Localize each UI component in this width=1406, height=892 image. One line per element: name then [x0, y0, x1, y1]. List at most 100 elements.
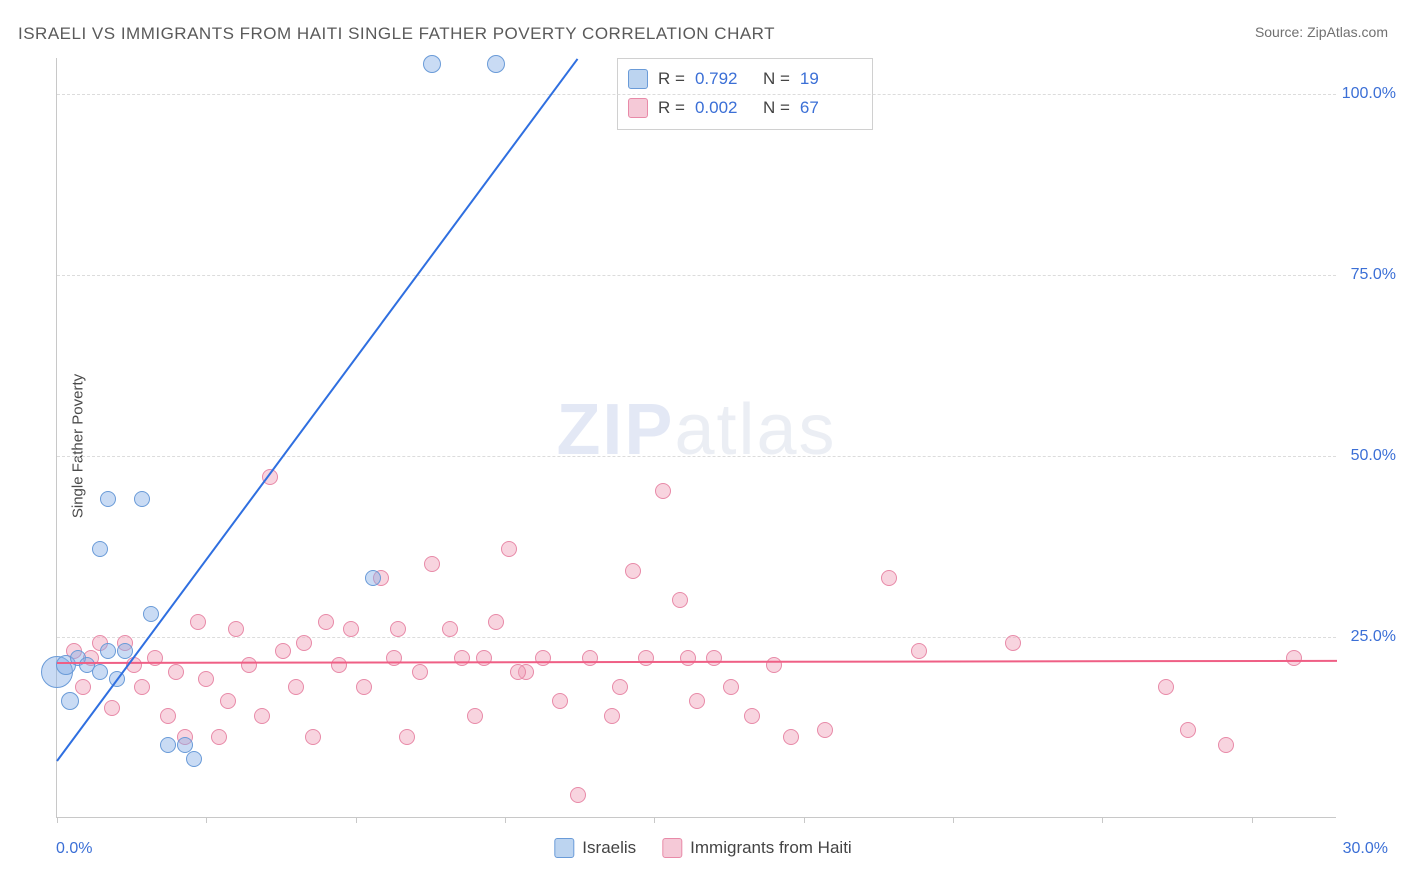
scatter-point-israelis: [61, 692, 79, 710]
x-tick: [57, 817, 58, 823]
scatter-point-israelis: [487, 55, 505, 73]
watermark-zip: ZIP: [556, 389, 674, 469]
scatter-point-israelis: [186, 751, 202, 767]
gridline: [57, 94, 1336, 95]
stats-row-israelis: R =0.792N =19: [628, 65, 858, 94]
x-axis-min-label: 0.0%: [56, 840, 92, 858]
watermark-atlas: atlas: [674, 389, 836, 469]
scatter-point-haiti: [501, 541, 517, 557]
scatter-point-haiti: [228, 621, 244, 637]
scatter-point-haiti: [911, 643, 927, 659]
scatter-point-haiti: [817, 722, 833, 738]
scatter-point-haiti: [706, 650, 722, 666]
gridline: [57, 637, 1336, 638]
legend-item-israelis: Israelis: [554, 838, 636, 858]
scatter-point-israelis: [143, 606, 159, 622]
scatter-point-haiti: [680, 650, 696, 666]
watermark: ZIPatlas: [556, 388, 836, 470]
legend-swatch-haiti: [662, 838, 682, 858]
scatter-point-haiti: [1286, 650, 1302, 666]
scatter-point-haiti: [442, 621, 458, 637]
r-value: 0.002: [695, 94, 753, 123]
scatter-point-haiti: [198, 671, 214, 687]
legend-label: Israelis: [582, 838, 636, 858]
x-tick: [953, 817, 954, 823]
r-label: R =: [658, 94, 685, 123]
scatter-point-haiti: [399, 729, 415, 745]
x-tick: [804, 817, 805, 823]
scatter-point-haiti: [296, 635, 312, 651]
r-value: 0.792: [695, 65, 753, 94]
scatter-point-haiti: [134, 679, 150, 695]
scatter-point-israelis: [365, 570, 381, 586]
x-tick: [505, 817, 506, 823]
scatter-point-israelis: [92, 664, 108, 680]
scatter-point-haiti: [254, 708, 270, 724]
scatter-point-haiti: [625, 563, 641, 579]
scatter-point-israelis: [117, 643, 133, 659]
scatter-point-israelis: [423, 55, 441, 73]
n-value: 67: [800, 94, 858, 123]
scatter-point-haiti: [638, 650, 654, 666]
scatter-point-israelis: [160, 737, 176, 753]
scatter-point-haiti: [655, 483, 671, 499]
x-tick: [356, 817, 357, 823]
scatter-point-haiti: [535, 650, 551, 666]
trendline-israelis: [56, 58, 578, 761]
x-tick: [1102, 817, 1103, 823]
scatter-point-haiti: [783, 729, 799, 745]
scatter-point-haiti: [190, 614, 206, 630]
scatter-point-haiti: [343, 621, 359, 637]
x-tick: [206, 817, 207, 823]
x-axis-max-label: 30.0%: [1343, 840, 1388, 858]
y-tick-label: 50.0%: [1351, 447, 1396, 465]
scatter-point-haiti: [510, 664, 526, 680]
x-tick: [654, 817, 655, 823]
scatter-point-haiti: [689, 693, 705, 709]
y-tick-label: 75.0%: [1351, 266, 1396, 284]
scatter-point-israelis: [177, 737, 193, 753]
gridline: [57, 275, 1336, 276]
scatter-point-haiti: [881, 570, 897, 586]
n-label: N =: [763, 94, 790, 123]
scatter-point-haiti: [570, 787, 586, 803]
scatter-point-haiti: [305, 729, 321, 745]
scatter-point-haiti: [454, 650, 470, 666]
scatter-point-haiti: [241, 657, 257, 673]
scatter-point-haiti: [672, 592, 688, 608]
legend-item-haiti: Immigrants from Haiti: [662, 838, 852, 858]
scatter-point-israelis: [100, 643, 116, 659]
plot-area: ZIPatlas R =0.792N =19R =0.002N =67 25.0…: [56, 58, 1336, 818]
scatter-point-israelis: [92, 541, 108, 557]
scatter-point-haiti: [582, 650, 598, 666]
scatter-point-haiti: [1158, 679, 1174, 695]
scatter-point-haiti: [744, 708, 760, 724]
scatter-point-haiti: [356, 679, 372, 695]
chart-container: ISRAELI VS IMMIGRANTS FROM HAITI SINGLE …: [0, 0, 1406, 892]
scatter-point-haiti: [424, 556, 440, 572]
scatter-point-haiti: [211, 729, 227, 745]
scatter-point-haiti: [160, 708, 176, 724]
legend-swatch-israelis: [628, 69, 648, 89]
scatter-point-haiti: [604, 708, 620, 724]
bottom-legend: Israelis Immigrants from Haiti: [554, 838, 851, 858]
scatter-point-haiti: [390, 621, 406, 637]
scatter-point-haiti: [75, 679, 91, 695]
scatter-point-haiti: [220, 693, 236, 709]
n-label: N =: [763, 65, 790, 94]
x-tick: [1252, 817, 1253, 823]
legend-label: Immigrants from Haiti: [690, 838, 852, 858]
scatter-point-haiti: [318, 614, 334, 630]
scatter-point-haiti: [1180, 722, 1196, 738]
scatter-point-haiti: [723, 679, 739, 695]
scatter-point-haiti: [766, 657, 782, 673]
scatter-point-haiti: [275, 643, 291, 659]
n-value: 19: [800, 65, 858, 94]
scatter-point-haiti: [488, 614, 504, 630]
scatter-point-haiti: [1218, 737, 1234, 753]
scatter-point-haiti: [467, 708, 483, 724]
source-attribution: Source: ZipAtlas.com: [1255, 24, 1388, 40]
legend-swatch-israelis: [554, 838, 574, 858]
scatter-point-haiti: [612, 679, 628, 695]
legend-swatch-haiti: [628, 98, 648, 118]
